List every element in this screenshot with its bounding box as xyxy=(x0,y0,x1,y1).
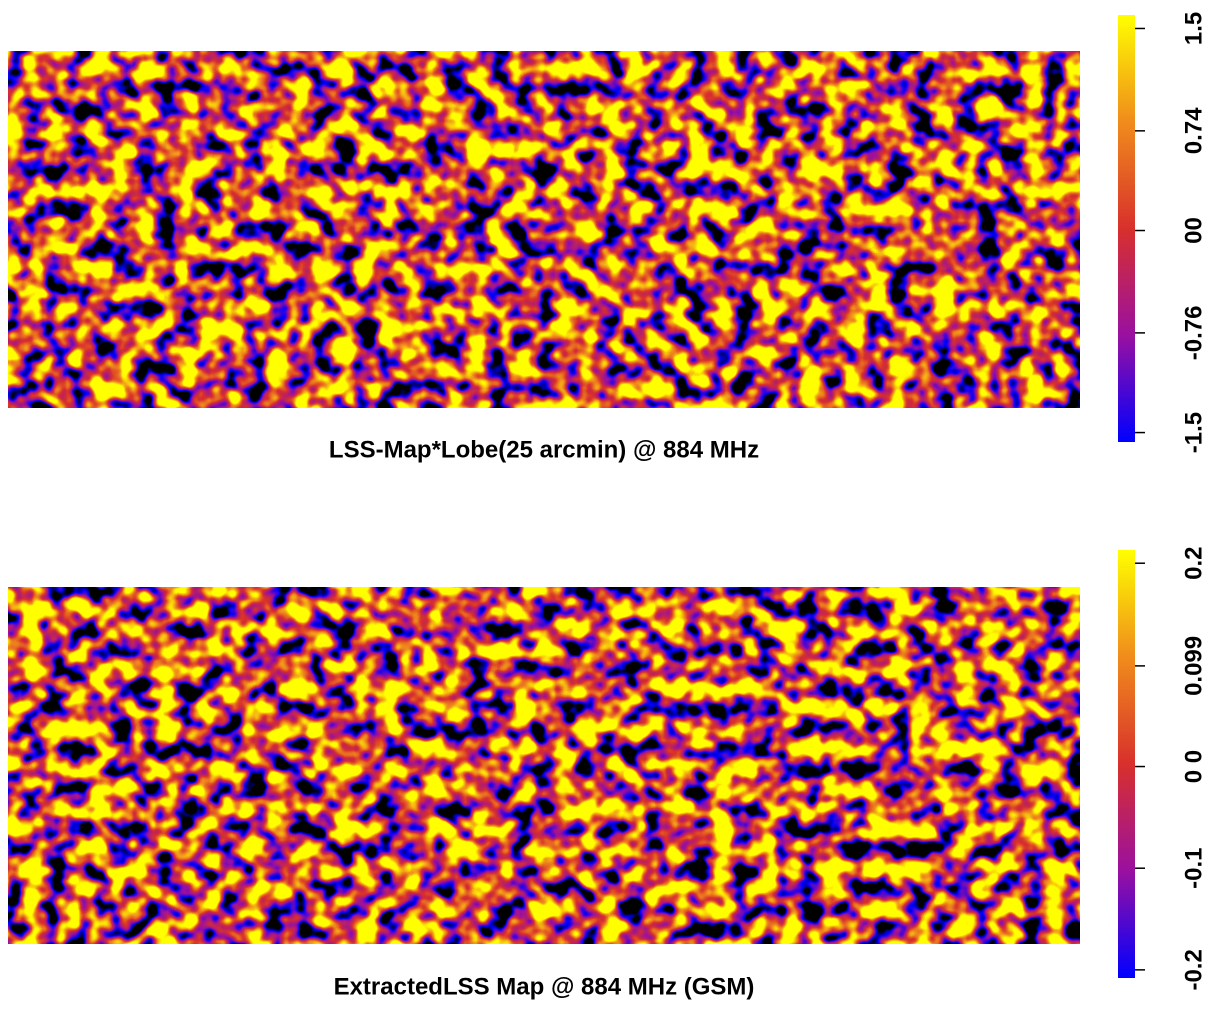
chart-title: LSS-Map*Lobe(25 arcmin) @ 884 MHz xyxy=(329,436,759,463)
colorbar-tick-label: 00 xyxy=(1180,217,1207,244)
colorbar-tick-label: 0.099 xyxy=(1180,636,1207,696)
colorbar-tick-label: -0.2 xyxy=(1180,949,1207,990)
colorbar-tick-label: 0.74 xyxy=(1180,107,1207,154)
colorbar xyxy=(1118,15,1135,442)
chart-title: ExtractedLSS Map @ 884 MHz (GSM) xyxy=(334,973,755,1000)
heatmap xyxy=(8,51,1080,408)
colorbar-tick-label: 0 0 xyxy=(1180,750,1207,783)
colorbar-tick-label: -0.76 xyxy=(1180,306,1207,361)
panel: LSS-Map*Lobe(25 arcmin) @ 884 MHz 1.5 0.74… xyxy=(8,12,1207,463)
heatmap xyxy=(8,587,1080,944)
panel: ExtractedLSS Map @ 884 MHz (GSM) 0.2 0.099… xyxy=(8,547,1207,1000)
colorbar-tick-label: 0.2 xyxy=(1180,547,1207,580)
colorbar-tick-label: -1.5 xyxy=(1180,412,1207,453)
colorbar-tick-label: 1.5 xyxy=(1180,12,1207,45)
colorbar xyxy=(1118,550,1135,978)
colorbar-tick-label: -0.1 xyxy=(1180,848,1207,889)
